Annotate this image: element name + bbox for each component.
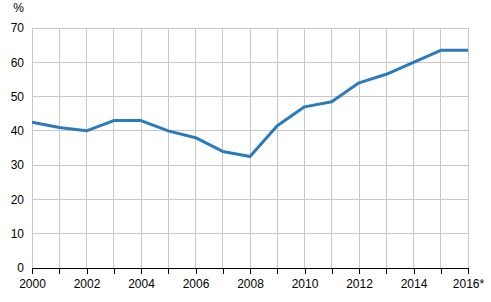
y-tick: 10 <box>11 227 32 241</box>
x-tick-label: 2008 <box>237 277 264 291</box>
y-tick: 50 <box>11 90 32 104</box>
y-tick-label: 70 <box>11 21 25 35</box>
x-grid-line <box>86 28 87 268</box>
x-tick-mark <box>250 268 251 274</box>
x-tick-mark <box>359 268 360 274</box>
x-tick <box>114 268 115 274</box>
x-tick-mark <box>332 268 333 274</box>
y-tick-label: 60 <box>11 56 25 70</box>
x-grid-line <box>468 28 469 268</box>
x-grid-line <box>250 28 251 268</box>
x-axis: 2000 2002 2004 2006 2008 2010 2012 2014 2016* <box>19 268 484 291</box>
x-grid-line <box>331 28 332 268</box>
x-tick <box>223 268 224 274</box>
x-tick: 2010 <box>292 268 319 291</box>
x-tick-label: 2012 <box>346 277 373 291</box>
x-grid-line <box>359 28 360 268</box>
x-tick: 2014 <box>401 268 428 291</box>
x-tick-label: 2016* <box>453 277 485 291</box>
y-tick-label: 30 <box>11 158 25 172</box>
x-tick-mark <box>114 268 115 274</box>
x-axis-line <box>33 269 469 275</box>
y-tick: 0 <box>17 261 32 275</box>
x-tick-mark <box>414 268 415 274</box>
x-grid-line <box>113 28 114 268</box>
x-tick-label: 2014 <box>401 277 428 291</box>
x-tick: 2006 <box>183 268 210 291</box>
x-tick-label: 2006 <box>183 277 210 291</box>
x-tick-mark <box>468 268 469 274</box>
x-tick-label: 2010 <box>292 277 319 291</box>
y-axis: 0 10 20 30 40 50 60 70 <box>11 21 33 275</box>
x-tick-mark <box>196 268 197 274</box>
x-tick <box>59 268 60 274</box>
x-tick-mark <box>32 268 33 274</box>
y-tick-label: 40 <box>11 124 25 138</box>
y-axis-line <box>32 29 33 269</box>
x-grid-line <box>168 28 169 268</box>
y-tick-label: 20 <box>11 193 25 207</box>
plot-area: 0102030405060702000200220042006200820102… <box>11 21 485 290</box>
y-tick: 40 <box>11 124 32 138</box>
x-grid-line <box>304 28 305 268</box>
x-tick-label: 2000 <box>19 277 46 291</box>
x-tick <box>386 268 387 274</box>
series-group <box>32 50 468 156</box>
x-tick <box>168 268 169 274</box>
x-tick-mark <box>277 268 278 274</box>
x-tick <box>441 268 442 274</box>
x-tick-mark <box>441 268 442 274</box>
x-grid-line <box>386 28 387 268</box>
y-tick: 60 <box>11 56 32 70</box>
x-tick-label: 2002 <box>74 277 101 291</box>
x-tick: 2004 <box>128 268 155 291</box>
x-grid-line <box>277 28 278 268</box>
x-tick <box>332 268 333 274</box>
chart-svg: 0102030405060702000200220042006200820102… <box>0 0 491 302</box>
x-grid-line <box>440 28 441 268</box>
x-tick-mark <box>59 268 60 274</box>
x-tick-mark <box>168 268 169 274</box>
x-tick: 2012 <box>346 268 373 291</box>
grid <box>32 28 468 268</box>
x-tick: 2008 <box>237 268 264 291</box>
x-tick: 2016* <box>453 268 485 291</box>
y-tick: 20 <box>11 193 32 207</box>
x-tick: 2002 <box>74 268 101 291</box>
data-line <box>32 50 468 156</box>
y-tick-label: 0 <box>17 261 24 275</box>
x-tick: 2000 <box>19 268 46 291</box>
x-grid-line <box>32 28 33 268</box>
y-tick-label: 10 <box>11 227 25 241</box>
y-tick: 30 <box>11 158 32 172</box>
x-tick-mark <box>386 268 387 274</box>
x-tick-mark <box>223 268 224 274</box>
chart-container: 0102030405060702000200220042006200820102… <box>0 0 491 302</box>
x-tick-mark <box>305 268 306 274</box>
x-tick-mark <box>87 268 88 274</box>
x-grid-line <box>222 28 223 268</box>
y-tick-label: 50 <box>11 90 25 104</box>
x-grid-line <box>59 28 60 268</box>
y-axis-title: % <box>13 1 24 15</box>
x-tick <box>277 268 278 274</box>
x-grid-line <box>141 28 142 268</box>
x-tick-mark <box>141 268 142 274</box>
x-grid-line <box>195 28 196 268</box>
x-tick-label: 2004 <box>128 277 155 291</box>
y-tick: 70 <box>11 21 32 35</box>
